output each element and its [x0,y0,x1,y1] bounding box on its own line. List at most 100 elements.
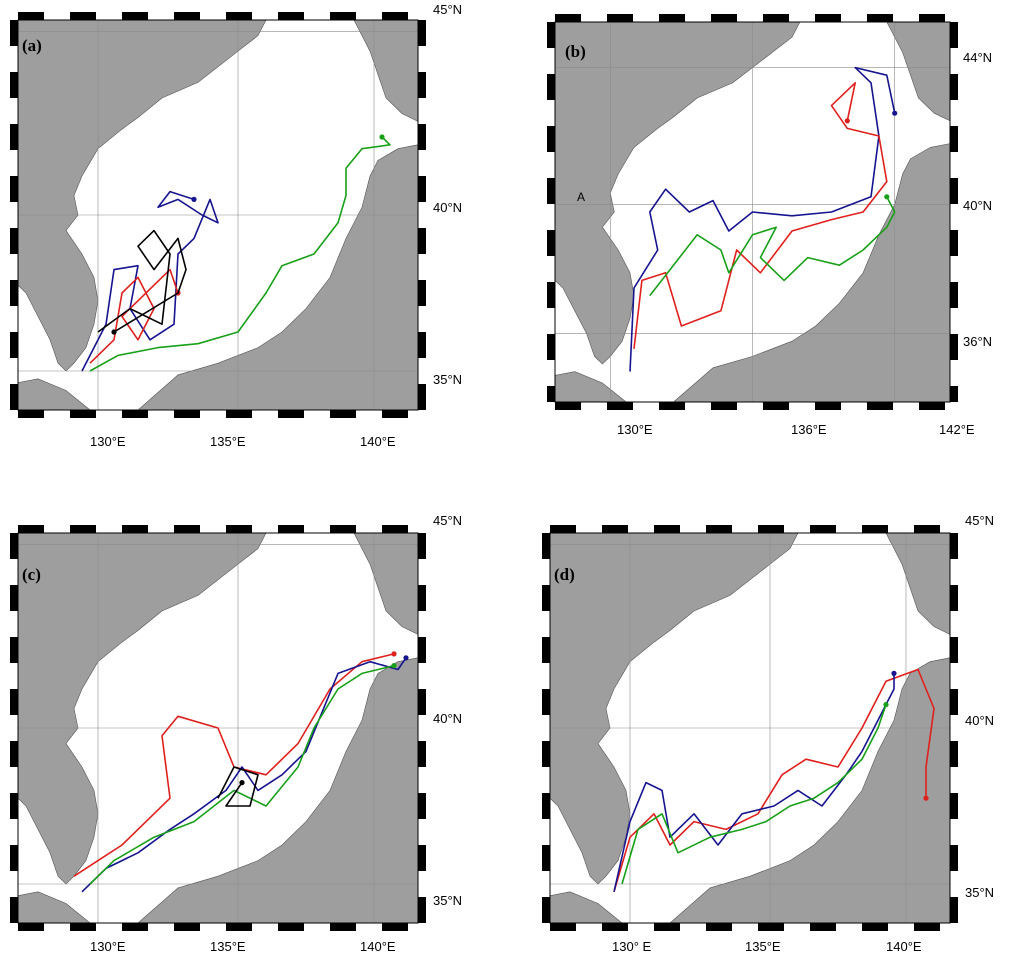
track-end-dot-green [883,702,889,708]
y-tick-c-2: 40°N [433,711,463,726]
frame-tick-bottom [711,402,737,410]
frame-tick-right [418,897,426,923]
frame-tick-right [950,282,958,308]
frame-tick-left [542,845,550,871]
frame-tick-top [174,12,200,20]
frame-tick-top [706,525,732,533]
x-tick-d-1: 130° E [612,939,652,954]
y-tick-b-1: 44°N [963,50,993,65]
frame-tick-left [10,176,18,202]
frame-tick-left [542,897,550,923]
map-frame [17,19,419,411]
frame-tick-top [763,14,789,22]
x-tick-b-2: 136°E [791,422,827,437]
track-end-dot-blue [892,110,898,116]
land-honshu [137,144,419,411]
frame-tick-bottom [862,923,888,931]
track-end-dot-green [379,134,385,140]
frame-tick-top [602,525,628,533]
frame-tick-left [547,230,555,256]
x-tick-b-3: 142°E [939,422,975,437]
map-panel-d: (d) 130° E 135°E 140°E 45°N 40°N 35°N [540,513,994,954]
frame-tick-top [330,525,356,533]
map-d-svg-content [542,525,958,931]
frame-tick-left [10,897,18,923]
frame-tick-bottom [18,410,44,418]
frame-tick-top [555,14,581,22]
frame-tick-right [950,897,958,923]
frame-tick-bottom [607,402,633,410]
frame-tick-top [659,14,685,22]
x-tick-c-1: 130°E [90,939,126,954]
frame-tick-left [10,533,18,559]
y-tick-d-2: 40°N [965,713,995,728]
frame-tick-top [174,525,200,533]
frame-tick-left [10,845,18,871]
frame-tick-bottom [226,923,252,931]
x-tick-a-1: 130°E [90,434,126,449]
frame-tick-top [382,525,408,533]
frame-tick-top [226,12,252,20]
land-asia [549,532,799,885]
frame-tick-right [418,20,426,46]
frame-tick-top [330,12,356,20]
frame-tick-right [950,741,958,767]
track-end-dot-blue [891,670,897,676]
frame-tick-bottom [18,923,44,931]
drifter-track-green [621,704,887,885]
drifter-track-black [97,229,187,333]
panel-label-a: (a) [22,36,42,55]
frame-tick-left [10,20,18,46]
y-tick-a-1: 45°N [433,2,463,17]
frame-tick-top [914,525,940,533]
land-honshu [137,657,419,924]
drifter-track-red [89,268,179,364]
frame-tick-right [950,637,958,663]
frame-tick-left [10,280,18,306]
frame-tick-top [226,525,252,533]
frame-tick-top [607,14,633,22]
frame-tick-right [418,689,426,715]
frame-tick-top [122,12,148,20]
frame-tick-top [867,14,893,22]
frame-tick-left [542,793,550,819]
frame-tick-right [418,533,426,559]
frame-tick-right [418,384,426,410]
track-end-dot-green [884,194,890,200]
y-tick-c-1: 45°N [433,513,463,528]
frame-tick-top [278,12,304,20]
map-d-svg [542,525,958,931]
frame-tick-right [418,637,426,663]
map-point-marker-a: A [577,190,586,204]
track-end-dot-blue [403,655,409,661]
frame-tick-left [547,282,555,308]
frame-tick-left [10,637,18,663]
frame-tick-right [418,741,426,767]
frame-tick-bottom [763,402,789,410]
y-tick-c-3: 35°N [433,893,463,908]
map-b-svg [547,14,958,410]
frame-tick-bottom [867,402,893,410]
frame-tick-bottom [70,923,96,931]
frame-tick-top [654,525,680,533]
frame-tick-left [10,228,18,254]
x-tick-d-2: 135°E [745,939,781,954]
frame-tick-left [10,332,18,358]
drifter-track-blue [613,673,895,892]
frame-tick-left [547,74,555,100]
drifter-track-red [633,81,888,349]
frame-tick-left [10,793,18,819]
frame-tick-top [122,525,148,533]
frame-tick-bottom [550,923,576,931]
map-panel-b: (b) A 130°E 136°E 142°E 44°N 40°N 36°N [545,12,992,437]
frame-tick-left [542,637,550,663]
map-frame [17,532,419,924]
frame-tick-top [278,525,304,533]
drifter-track-blue [81,190,219,372]
frame-tick-right [418,332,426,358]
frame-tick-bottom [174,410,200,418]
frame-tick-bottom [382,410,408,418]
frame-tick-left [547,126,555,152]
frame-tick-left [547,22,555,48]
frame-tick-right [418,228,426,254]
